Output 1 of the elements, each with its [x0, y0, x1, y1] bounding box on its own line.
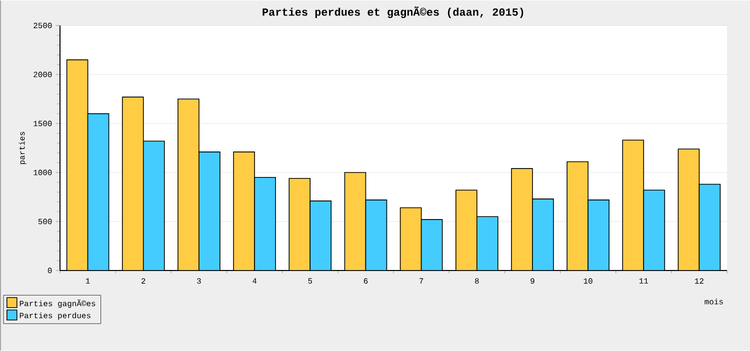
chart-title: Parties perdues et gagnÃ©es (daan, 2015) [262, 6, 524, 18]
